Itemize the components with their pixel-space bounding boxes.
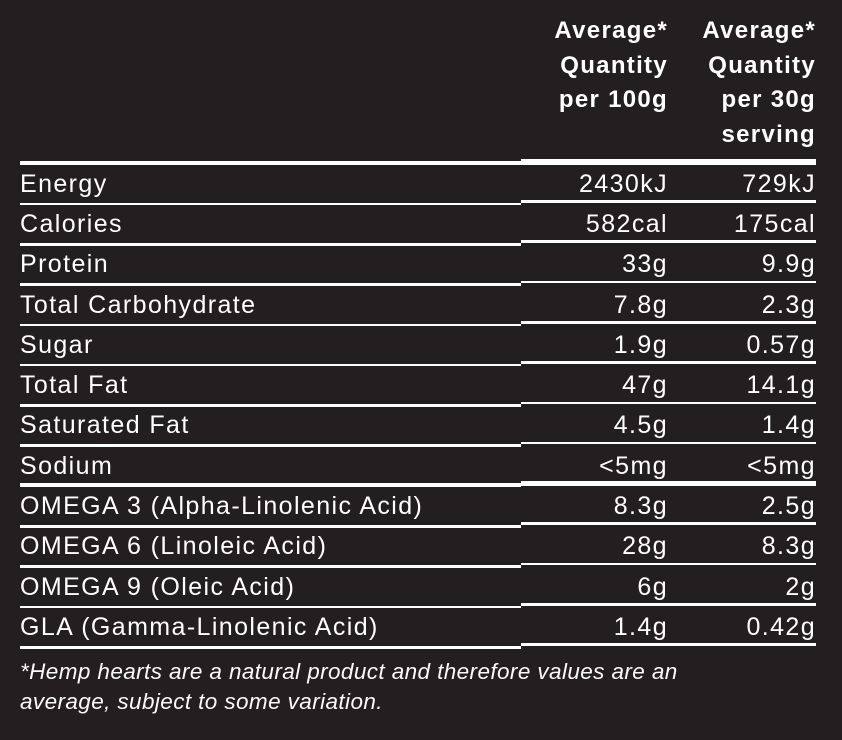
nutrient-label: Total Fat	[20, 371, 129, 400]
value-per-100g: <5mg	[599, 451, 668, 480]
nutrient-label: Sugar	[20, 330, 94, 359]
table-row: OMEGA 9 (Oleic Acid) 6g 2g	[20, 568, 816, 609]
value-per-100g: 582cal	[585, 209, 668, 238]
table-row: OMEGA 3 (Alpha-Linolenic Acid) 8.3g 2.5g	[20, 487, 816, 528]
value-per-100g: 6g	[637, 572, 668, 601]
nutrient-label: OMEGA 6 (Linoleic Acid)	[20, 532, 328, 561]
table-body: Energy 2430kJ 729kJ Calories 582cal 175c…	[20, 165, 816, 649]
value-per-30g: 8.3g	[761, 532, 816, 561]
value-per-30g: 14.1g	[746, 371, 816, 400]
table-row: GLA (Gamma-Linolenic Acid) 1.4g 0.42g	[20, 608, 816, 649]
nutrient-label: Saturated Fat	[20, 411, 190, 440]
table-row: Calories 582cal 175cal	[20, 205, 816, 246]
value-per-30g: 2.5g	[761, 492, 816, 521]
nutrient-label: Total Carbohydrate	[20, 290, 257, 319]
value-per-100g: 8.3g	[613, 492, 668, 521]
nutrient-label: Sodium	[20, 451, 114, 480]
value-per-30g: 2.3g	[761, 290, 816, 319]
table-row: Sodium <5mg <5mg	[20, 447, 816, 488]
table-row: Protein 33g 9.9g	[20, 246, 816, 287]
value-per-30g: 729kJ	[742, 169, 816, 198]
table-header: Average* Quantity per 100g Average* Quan…	[20, 12, 816, 165]
value-per-100g: 47g	[622, 371, 668, 400]
nutrient-label: OMEGA 3 (Alpha-Linolenic Acid)	[20, 492, 424, 521]
nutrient-label: OMEGA 9 (Oleic Acid)	[20, 572, 296, 601]
value-per-30g: 175cal	[733, 209, 816, 238]
value-per-100g: 28g	[622, 532, 668, 561]
value-per-100g: 7.8g	[613, 290, 668, 319]
table-row: Saturated Fat 4.5g 1.4g	[20, 407, 816, 448]
nutrient-label: GLA (Gamma-Linolenic Acid)	[20, 612, 379, 641]
value-per-30g: 2g	[785, 572, 816, 601]
value-per-100g: 2430kJ	[578, 169, 668, 198]
table-row: OMEGA 6 (Linoleic Acid) 28g 8.3g	[20, 528, 816, 569]
value-per-100g: 4.5g	[613, 411, 668, 440]
column-header-per-30g: Average* Quantity per 30g serving	[702, 17, 816, 148]
value-per-100g: 1.9g	[613, 330, 668, 359]
value-per-30g: 1.4g	[761, 411, 816, 440]
value-per-100g: 33g	[622, 250, 668, 279]
column-header-per-100g: Average* Quantity per 100g	[554, 17, 668, 113]
nutrition-panel: Average* Quantity per 100g Average* Quan…	[20, 12, 816, 717]
value-per-30g: 0.57g	[746, 330, 816, 359]
value-per-30g: <5mg	[747, 451, 816, 480]
table-row: Total Carbohydrate 7.8g 2.3g	[20, 286, 816, 327]
value-per-30g: 9.9g	[761, 250, 816, 279]
value-per-30g: 0.42g	[746, 612, 816, 641]
footnote: *Hemp hearts are a natural product and t…	[20, 658, 678, 714]
table-row: Sugar 1.9g 0.57g	[20, 326, 816, 367]
nutrient-label: Energy	[20, 169, 108, 198]
table-row: Energy 2430kJ 729kJ	[20, 165, 816, 206]
nutrient-label: Protein	[20, 250, 110, 279]
value-per-100g: 1.4g	[613, 612, 668, 641]
nutrient-label: Calories	[20, 209, 123, 238]
table-row: Total Fat 47g 14.1g	[20, 366, 816, 408]
